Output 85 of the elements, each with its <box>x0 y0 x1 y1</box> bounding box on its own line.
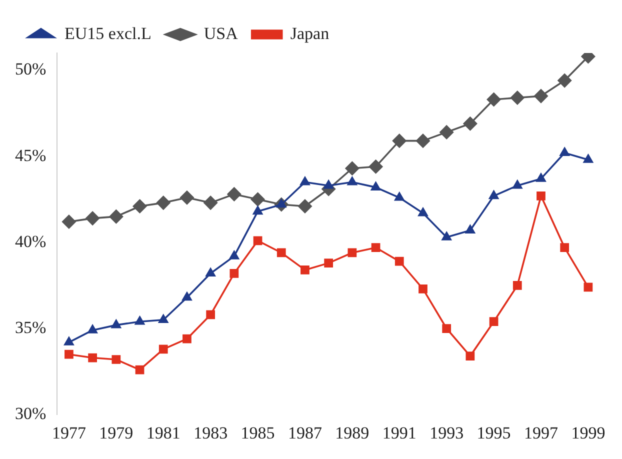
point <box>64 350 74 359</box>
point <box>418 208 428 216</box>
point <box>465 224 475 234</box>
point <box>489 317 498 326</box>
point <box>86 211 100 226</box>
point <box>62 214 76 229</box>
point <box>486 92 501 106</box>
point <box>158 314 168 324</box>
point <box>560 147 570 156</box>
point <box>276 248 286 258</box>
point <box>230 268 239 278</box>
point <box>88 353 97 362</box>
x-tick-label: 1981 <box>146 423 180 442</box>
point <box>392 134 406 148</box>
point <box>512 281 522 290</box>
point <box>463 116 478 130</box>
point <box>348 248 357 258</box>
x-tick-label: 1991 <box>382 423 416 442</box>
point <box>347 176 357 186</box>
point <box>158 344 168 354</box>
point <box>64 336 74 346</box>
point <box>206 268 216 277</box>
x-tick-label: 1985 <box>240 423 275 442</box>
point <box>442 324 452 333</box>
point <box>300 266 310 274</box>
point <box>584 282 593 292</box>
point <box>440 125 454 140</box>
point <box>394 256 404 266</box>
point <box>442 232 452 240</box>
point <box>371 243 380 252</box>
point <box>182 292 192 301</box>
point <box>204 196 218 210</box>
point <box>298 199 312 214</box>
point <box>88 324 98 334</box>
legend-label: EU15 excl.L <box>64 24 152 43</box>
point <box>510 90 524 105</box>
x-tick-label: 1997 <box>524 423 558 442</box>
y-tick-label: 30% <box>14 404 46 424</box>
point <box>324 180 334 189</box>
x-tick-label: 1995 <box>476 423 511 442</box>
point <box>512 180 522 189</box>
y-tick-label: 45% <box>14 146 46 165</box>
point <box>536 191 546 200</box>
y-tick-label: 40% <box>14 232 46 251</box>
y-tick-label: 35% <box>14 318 46 337</box>
point <box>135 365 144 374</box>
point <box>300 176 310 186</box>
point <box>112 355 121 364</box>
point <box>418 284 428 294</box>
point <box>583 154 593 163</box>
point <box>536 173 546 182</box>
point <box>368 160 383 174</box>
x-tick-label: 1999 <box>571 423 606 442</box>
y-tick-label: 50% <box>14 60 46 79</box>
point <box>534 89 548 103</box>
point <box>560 243 570 252</box>
x-tick-label: 1987 <box>288 423 322 442</box>
point <box>132 199 147 214</box>
point <box>111 320 121 328</box>
point <box>466 352 475 360</box>
point <box>345 161 360 176</box>
point <box>253 236 262 246</box>
x-tick-label: 1993 <box>430 423 464 442</box>
point <box>250 192 265 206</box>
point <box>206 310 216 320</box>
point <box>182 334 192 344</box>
point <box>252 206 263 215</box>
legend-label: USA <box>204 24 239 43</box>
x-tick-label: 1977 <box>52 423 86 442</box>
point <box>229 250 239 260</box>
x-tick-label: 1989 <box>335 423 370 442</box>
x-tick-label: 1983 <box>194 423 228 442</box>
point <box>370 182 381 190</box>
legend-label: Japan <box>290 24 330 43</box>
point <box>488 190 499 200</box>
point <box>156 196 170 210</box>
point <box>558 74 572 88</box>
point <box>109 210 124 224</box>
point <box>227 187 242 202</box>
point <box>416 134 430 148</box>
point <box>134 316 145 325</box>
x-tick-label: 1979 <box>99 423 134 442</box>
point <box>394 192 404 201</box>
point <box>180 190 194 205</box>
point <box>324 258 334 268</box>
